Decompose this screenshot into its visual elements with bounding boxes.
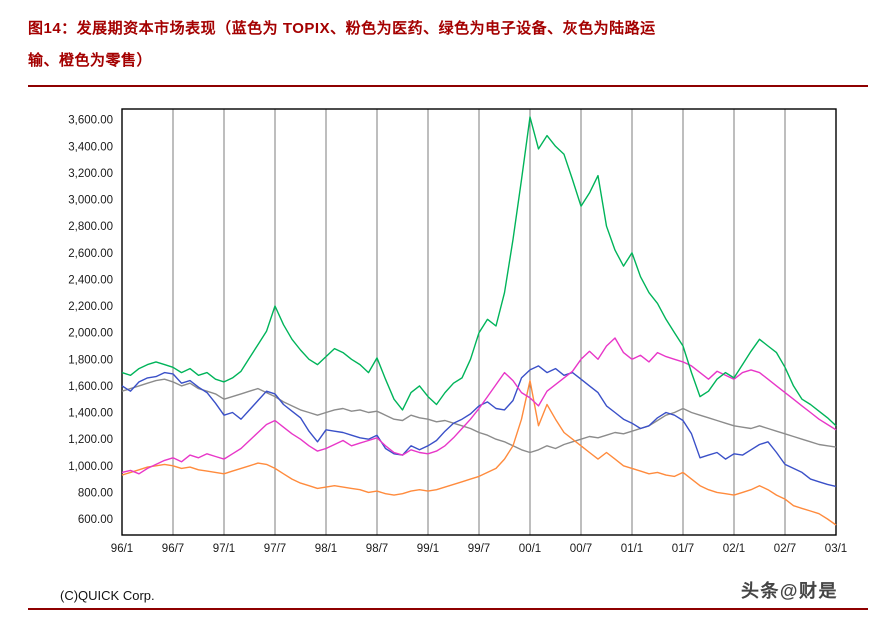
y-tick-label: 800.00: [78, 487, 113, 499]
chart-area: 96/1 96/7 97/1 97/7 98/1 98/7 99/1 99/7 00/1 00/7…: [16, 99, 872, 603]
x-tick-label: 01/1: [621, 543, 643, 555]
x-tick-label: 02/7: [774, 543, 796, 555]
figure-title-line1: 图14：发展期资本市场表现（蓝色为 TOPIX、粉色为医药、绿色为电子设备、灰色…: [28, 20, 656, 37]
x-tick-label: 98/7: [366, 543, 388, 555]
y-tick-label: 2,400.00: [68, 274, 113, 286]
y-tick-label: 3,600.00: [68, 115, 113, 127]
y-tick-label: 3,000.00: [68, 195, 113, 207]
line-chart: 96/1 96/7 97/1 97/7 98/1 98/7 99/1 99/7 00/1 00/7…: [68, 108, 847, 555]
y-tick-label: 1,400.00: [68, 408, 113, 420]
x-tick-label: 00/1: [519, 543, 541, 555]
chart-source-credit: (C)QUICK Corp.: [60, 588, 155, 603]
y-tick-label: 2,800.00: [68, 221, 113, 233]
y-tick-label: 2,000.00: [68, 328, 113, 340]
figure-title: 图14：发展期资本市场表现（蓝色为 TOPIX、粉色为医药、绿色为电子设备、灰色…: [28, 13, 868, 77]
bottom-divider: [28, 608, 868, 610]
title-divider: [28, 85, 868, 87]
x-tick-label: 96/7: [162, 543, 184, 555]
series-line-陆路运输: [121, 378, 837, 454]
y-tick-label: 600.00: [78, 514, 113, 526]
chart-footer: (C)QUICK Corp. 头条@财是: [60, 577, 838, 603]
series-line-电子设备: [121, 116, 837, 427]
y-tick-label: 3,400.00: [68, 141, 113, 153]
series-line-医药: [121, 337, 837, 475]
x-tick-label: 96/1: [111, 543, 133, 555]
y-tick-label: 1,600.00: [68, 381, 113, 393]
y-tick-label: 2,200.00: [68, 301, 113, 313]
x-tick-label: 03/1: [825, 543, 847, 555]
x-tick-label: 98/1: [315, 543, 337, 555]
y-tick-label: 1,800.00: [68, 354, 113, 366]
plot-border: [121, 108, 837, 536]
x-tick-label: 99/7: [468, 543, 490, 555]
x-tick-label: 02/1: [723, 543, 745, 555]
x-tick-label: 97/7: [264, 543, 286, 555]
y-tick-label: 1,200.00: [68, 434, 113, 446]
y-tick-label: 1,000.00: [68, 461, 113, 473]
x-tick-label: 99/1: [417, 543, 439, 555]
series-line-零售: [121, 379, 837, 526]
x-tick-label: 01/7: [672, 543, 694, 555]
watermark: 头条@财是: [740, 581, 838, 601]
x-tick-label: 00/7: [570, 543, 592, 555]
y-tick-label: 3,200.00: [68, 168, 113, 180]
y-tick-label: 2,600.00: [68, 248, 113, 260]
figure-title-line2: 输、橙色为零售）: [28, 52, 153, 69]
x-tick-label: 97/1: [213, 543, 235, 555]
series-line-TOPIX: [121, 365, 837, 488]
